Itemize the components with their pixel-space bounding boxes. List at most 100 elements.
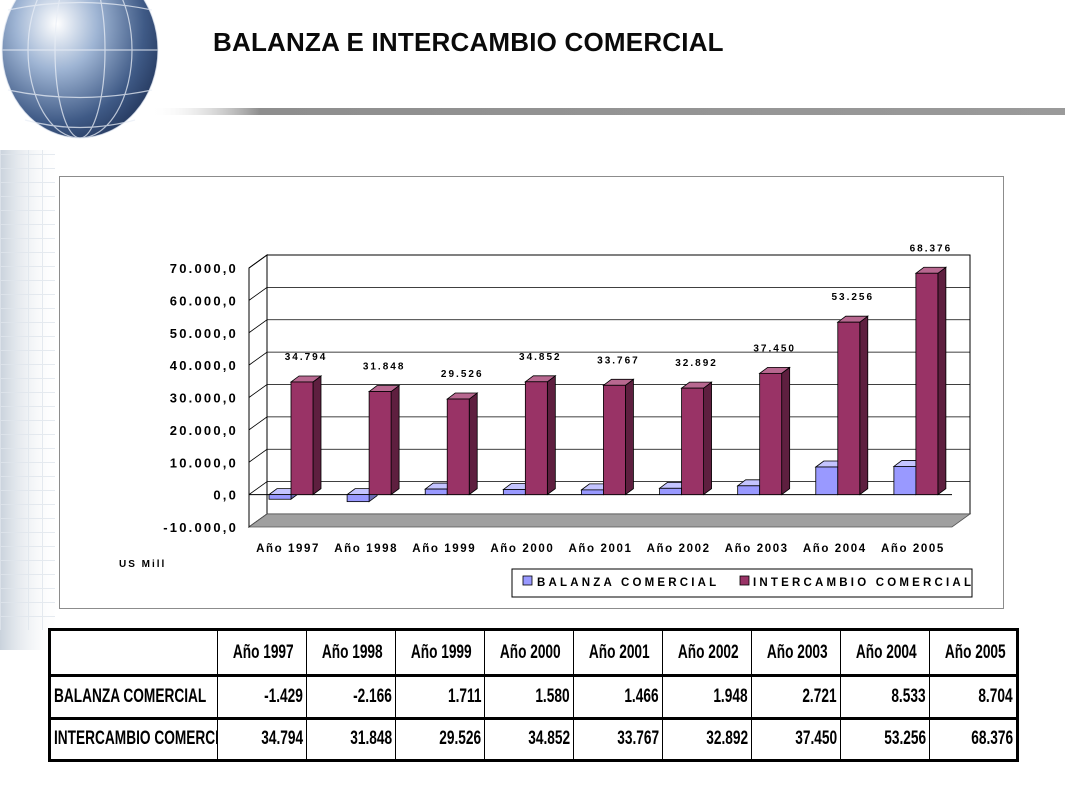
row-label-intercambio: INTERCAMBIO COMERCIAL	[48, 717, 218, 763]
bar-intercambio	[603, 384, 626, 496]
bar-balanza	[581, 489, 604, 496]
table-cell: 34.794	[217, 717, 307, 763]
table-header-cell: Año 2003	[751, 627, 841, 678]
table-cell: 33.767	[573, 717, 663, 763]
legend-label-intercambio: INTERCAMBIO COMERCIAL	[753, 577, 974, 589]
table-row: BALANZA COMERCIAL -1.429 -2.166 1.711 1.…	[48, 675, 1019, 720]
bar-balanza	[737, 485, 761, 496]
data-table: Año 1997 Año 1998 Año 1999 Año 2000 Año …	[48, 627, 1019, 763]
legend-swatch-intercambio	[739, 575, 750, 586]
table-cell: 31.848	[306, 717, 396, 763]
y-tick-label: 40.000,0	[170, 358, 238, 373]
y-tick-label: 30.000,0	[170, 391, 238, 406]
bar-intercambio-side	[625, 378, 634, 496]
table-cell: -1.429	[217, 675, 307, 720]
bar-balanza	[502, 489, 526, 496]
table-cell: 34.852	[484, 717, 574, 763]
bar-intercambio	[368, 391, 392, 496]
x-tick-label: Año 1997	[256, 543, 320, 555]
bar-intercambio	[759, 372, 783, 496]
table-cell: 1.580	[484, 675, 574, 720]
gridline	[248, 384, 970, 398]
x-tick-label: Año 2000	[490, 543, 554, 555]
table-cell: 37.450	[751, 717, 841, 763]
y-tick-label: 70.000,0	[170, 261, 238, 276]
bar-intercambio	[681, 387, 704, 496]
table-cell: 32.892	[662, 717, 752, 763]
table-row: INTERCAMBIO COMERCIAL 34.794 31.848 29.5…	[48, 717, 1019, 763]
data-label: 34.794	[285, 352, 328, 363]
bar-intercambio-side	[859, 315, 869, 496]
data-label: 34.852	[519, 352, 562, 363]
slide-title: BALANZA E INTERCAMBIO COMERCIAL	[213, 27, 724, 57]
table-cell: 8.533	[840, 675, 930, 720]
gridline	[248, 416, 970, 431]
x-tick-label: Año 2002	[647, 543, 711, 555]
table-cell: 1.466	[573, 675, 663, 720]
bar-intercambio-side	[781, 366, 791, 496]
gridline	[248, 448, 970, 463]
data-label: 31.848	[363, 362, 406, 373]
x-tick-label: Año 2003	[725, 543, 789, 555]
y-tick-label: 50.000,0	[170, 326, 238, 341]
table-header-cell: Año 1998	[306, 627, 396, 678]
side-grid-texture	[0, 150, 60, 650]
y-tick-label: 60.000,0	[170, 293, 238, 308]
bar-intercambio-side	[703, 381, 712, 496]
gridline	[248, 319, 970, 334]
table-cell: 8.704	[929, 675, 1019, 720]
bar-intercambio-side	[937, 266, 947, 496]
bar-intercambio-side	[468, 392, 478, 496]
globe-icon	[1, 0, 159, 139]
table-cell: 53.256	[840, 717, 930, 763]
bar-balanza	[346, 494, 370, 503]
data-label: 37.450	[753, 343, 796, 354]
chart-frame: -10.000,0 0,0 10.000,0 20.000,0 30.000,0 40.0…	[59, 176, 1004, 609]
x-tick-label: Año 2004	[803, 543, 867, 555]
bar-intercambio-side	[312, 375, 322, 496]
data-label: 29.526	[441, 369, 484, 380]
table-header-cell: Año 1997	[217, 627, 307, 678]
chart-floor	[247, 513, 972, 528]
gridline	[248, 481, 970, 495]
y-tick-label: 0,0	[213, 488, 238, 503]
legend-label-balanza: BALANZA COMERCIAL	[537, 577, 719, 589]
table-cell: 2.721	[751, 675, 841, 720]
data-label: 68.376	[910, 243, 953, 254]
gridline	[248, 286, 970, 301]
y-tick-label: 10.000,0	[170, 455, 238, 470]
table-header-cell: Año 2002	[662, 627, 752, 678]
header-rule	[150, 108, 1065, 115]
data-label: 53.256	[831, 292, 874, 303]
table-header-cell: Año 2000	[484, 627, 574, 678]
legend-swatch-balanza	[522, 575, 533, 586]
bar-intercambio	[524, 381, 548, 496]
table-cell: 1.711	[395, 675, 485, 720]
x-tick-label: Año 1998	[334, 543, 398, 555]
bar-intercambio	[915, 272, 939, 496]
table-header-cell: Año 1999	[395, 627, 485, 678]
bar-intercambio	[290, 381, 314, 496]
table-cell: 68.376	[929, 717, 1019, 763]
data-label: 32.892	[675, 358, 718, 369]
bar-chart: -10.000,0 0,0 10.000,0 20.000,0 30.000,0 40.0…	[119, 243, 974, 598]
table-cell: 29.526	[395, 717, 485, 763]
gridline	[248, 254, 970, 269]
y-tick-label: 20.000,0	[170, 423, 238, 438]
table-header-cell: Año 2004	[840, 627, 930, 678]
y-axis-label: US Mill	[119, 559, 166, 570]
bar-intercambio	[837, 321, 861, 496]
bar-balanza	[268, 494, 292, 500]
gridline	[248, 351, 970, 366]
bar-balanza	[424, 488, 448, 496]
table-cell: 1.948	[662, 675, 752, 720]
bar-balanza	[815, 466, 839, 496]
bar-intercambio-side	[546, 374, 556, 496]
bar-intercambio-side	[390, 384, 400, 496]
bar-balanza	[659, 487, 682, 496]
data-label: 33.767	[597, 355, 640, 366]
x-tick-label: Año 2001	[569, 543, 633, 555]
x-tick-label: Año 2005	[881, 543, 945, 555]
table-corner	[48, 627, 218, 678]
